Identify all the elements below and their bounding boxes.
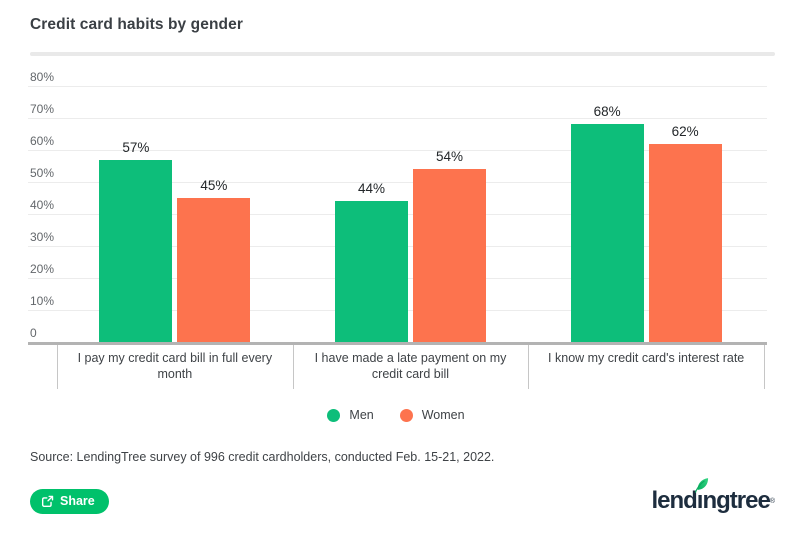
footer: Share lend ıngtree® (30, 478, 775, 514)
logo-dotless-i: ı (696, 487, 704, 514)
x-axis-tick (57, 345, 58, 389)
gridline (28, 182, 767, 183)
bar-value-label: 44% (357, 181, 386, 197)
gridline (28, 150, 767, 151)
gridline (28, 118, 767, 119)
chart-legend: Men Women (0, 405, 792, 425)
gridline (28, 86, 767, 87)
chart-card: Credit card habits by gender 0 10% 20% 30% 4… (0, 16, 792, 514)
logo-text-ngtree: ngtree (702, 487, 770, 514)
logo-text-lend: lend (651, 487, 697, 514)
legend-item-women: Women (399, 408, 465, 422)
leaf-icon (694, 478, 708, 493)
logo-letter-i: ı (694, 478, 708, 514)
x-axis-line (28, 342, 767, 345)
bar-value-label: 62% (671, 123, 699, 139)
y-tick-label: 50% (30, 166, 55, 180)
bar-women-2 (648, 143, 722, 342)
y-tick-label: 70% (30, 102, 55, 116)
women-legend-swatch-icon (399, 408, 413, 422)
bar-value-label: 68% (593, 104, 621, 120)
x-category-label: I know my credit card's interest rate (548, 351, 745, 365)
share-button[interactable]: Share (30, 488, 109, 514)
y-tick-label: 10% (30, 294, 55, 308)
y-tick-label: 30% (30, 230, 55, 244)
y-tick-label: 0 (30, 326, 37, 340)
y-tick-label: 20% (30, 262, 55, 276)
x-axis-labels: I pay my credit card bill in full every … (28, 345, 767, 391)
x-axis-tick (764, 345, 765, 389)
x-axis-tick (292, 345, 294, 389)
share-button-label: Share (60, 494, 95, 508)
x-category-label: I pay my credit card bill in full every … (77, 351, 273, 382)
bar-chart-plot: 0 10% 20% 30% 40% 50% 60% 70% 80% 57% 44% 68% 45% 54%… (28, 60, 767, 345)
title-divider (30, 52, 775, 56)
bar-men-1 (335, 201, 408, 342)
y-tick-label: 40% (30, 198, 55, 212)
lendingtree-logo: lend ıngtree® (651, 478, 775, 514)
y-tick-label: 60% (30, 134, 55, 148)
x-axis-tick (528, 345, 530, 389)
bar-women-0 (177, 198, 251, 342)
source-note: Source: LendingTree survey of 996 credit… (30, 450, 495, 464)
y-tick-label: 80% (30, 70, 55, 84)
registered-mark: ® (769, 498, 775, 505)
women-legend-label: Women (421, 408, 465, 422)
bar-value-label: 54% (435, 149, 464, 165)
page-title: Credit card habits by gender (30, 16, 243, 33)
bar-value-label: 45% (200, 178, 228, 193)
x-category-label: I have made a late payment on my credit … (314, 351, 507, 382)
share-icon (41, 495, 54, 507)
bar-men-0 (99, 159, 173, 342)
men-legend-swatch-icon (327, 408, 341, 422)
legend-item-men: Men (327, 408, 374, 422)
bar-men-2 (570, 124, 644, 342)
bar-value-label: 57% (122, 139, 150, 155)
bar-women-1 (413, 169, 486, 342)
men-legend-label: Men (349, 408, 374, 422)
